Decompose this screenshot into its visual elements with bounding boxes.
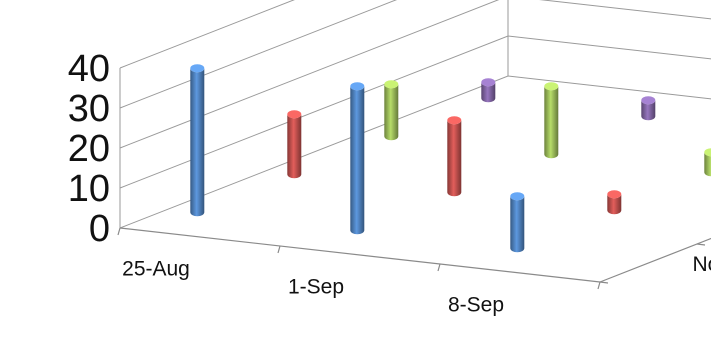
gridline <box>119 0 295 69</box>
gridlines <box>119 0 711 229</box>
y-tick-label: 10 <box>68 168 110 210</box>
x-tick-mark <box>277 245 281 254</box>
bar-requiem-2qt-8-sep <box>607 190 622 215</box>
x-tick-label: 25-Aug <box>122 257 190 280</box>
y-tick-label: 0 <box>89 208 110 250</box>
bar-requiem-4qt-1-sep <box>544 82 559 159</box>
depth-tick-mark <box>696 243 706 246</box>
bar-requiem-4qt-8-sep <box>704 148 711 177</box>
bar-nontreated-8-sep <box>510 192 525 253</box>
bar-nontreated-25-aug <box>190 64 205 217</box>
x-tick-mark <box>117 227 121 236</box>
axes <box>117 227 711 290</box>
depth-tick-mark <box>599 281 609 284</box>
y-tick-label: 30 <box>68 88 110 130</box>
bar-requiem-2qt-1-sep <box>447 116 462 197</box>
y-tick-label: 40 <box>68 48 110 90</box>
series-label: Nontreated <box>693 253 711 276</box>
bar-requiem-2qt-25-aug <box>287 110 302 179</box>
bar-movento-9-oz-1-sep <box>641 96 656 121</box>
bar-requiem-4qt-25-aug <box>384 80 399 141</box>
x-tick-label: 8-Sep <box>448 293 504 316</box>
x-tick-mark <box>597 281 601 290</box>
x-tick-mark <box>437 263 441 272</box>
x-tick-label: 1-Sep <box>288 275 344 298</box>
bars <box>190 64 711 253</box>
gridline <box>119 0 398 109</box>
x-axis-line <box>119 227 601 283</box>
gridline <box>119 0 711 149</box>
tick-labels: 01020304025-Aug1-Sep8-SepNontreatedRequi… <box>68 48 711 316</box>
depth-axis-line <box>599 237 711 283</box>
y-tick-label: 20 <box>68 128 110 170</box>
gridline <box>119 75 711 229</box>
bar-movento-9-oz-25-aug <box>481 78 496 103</box>
bar-nontreated-1-sep <box>350 82 365 235</box>
